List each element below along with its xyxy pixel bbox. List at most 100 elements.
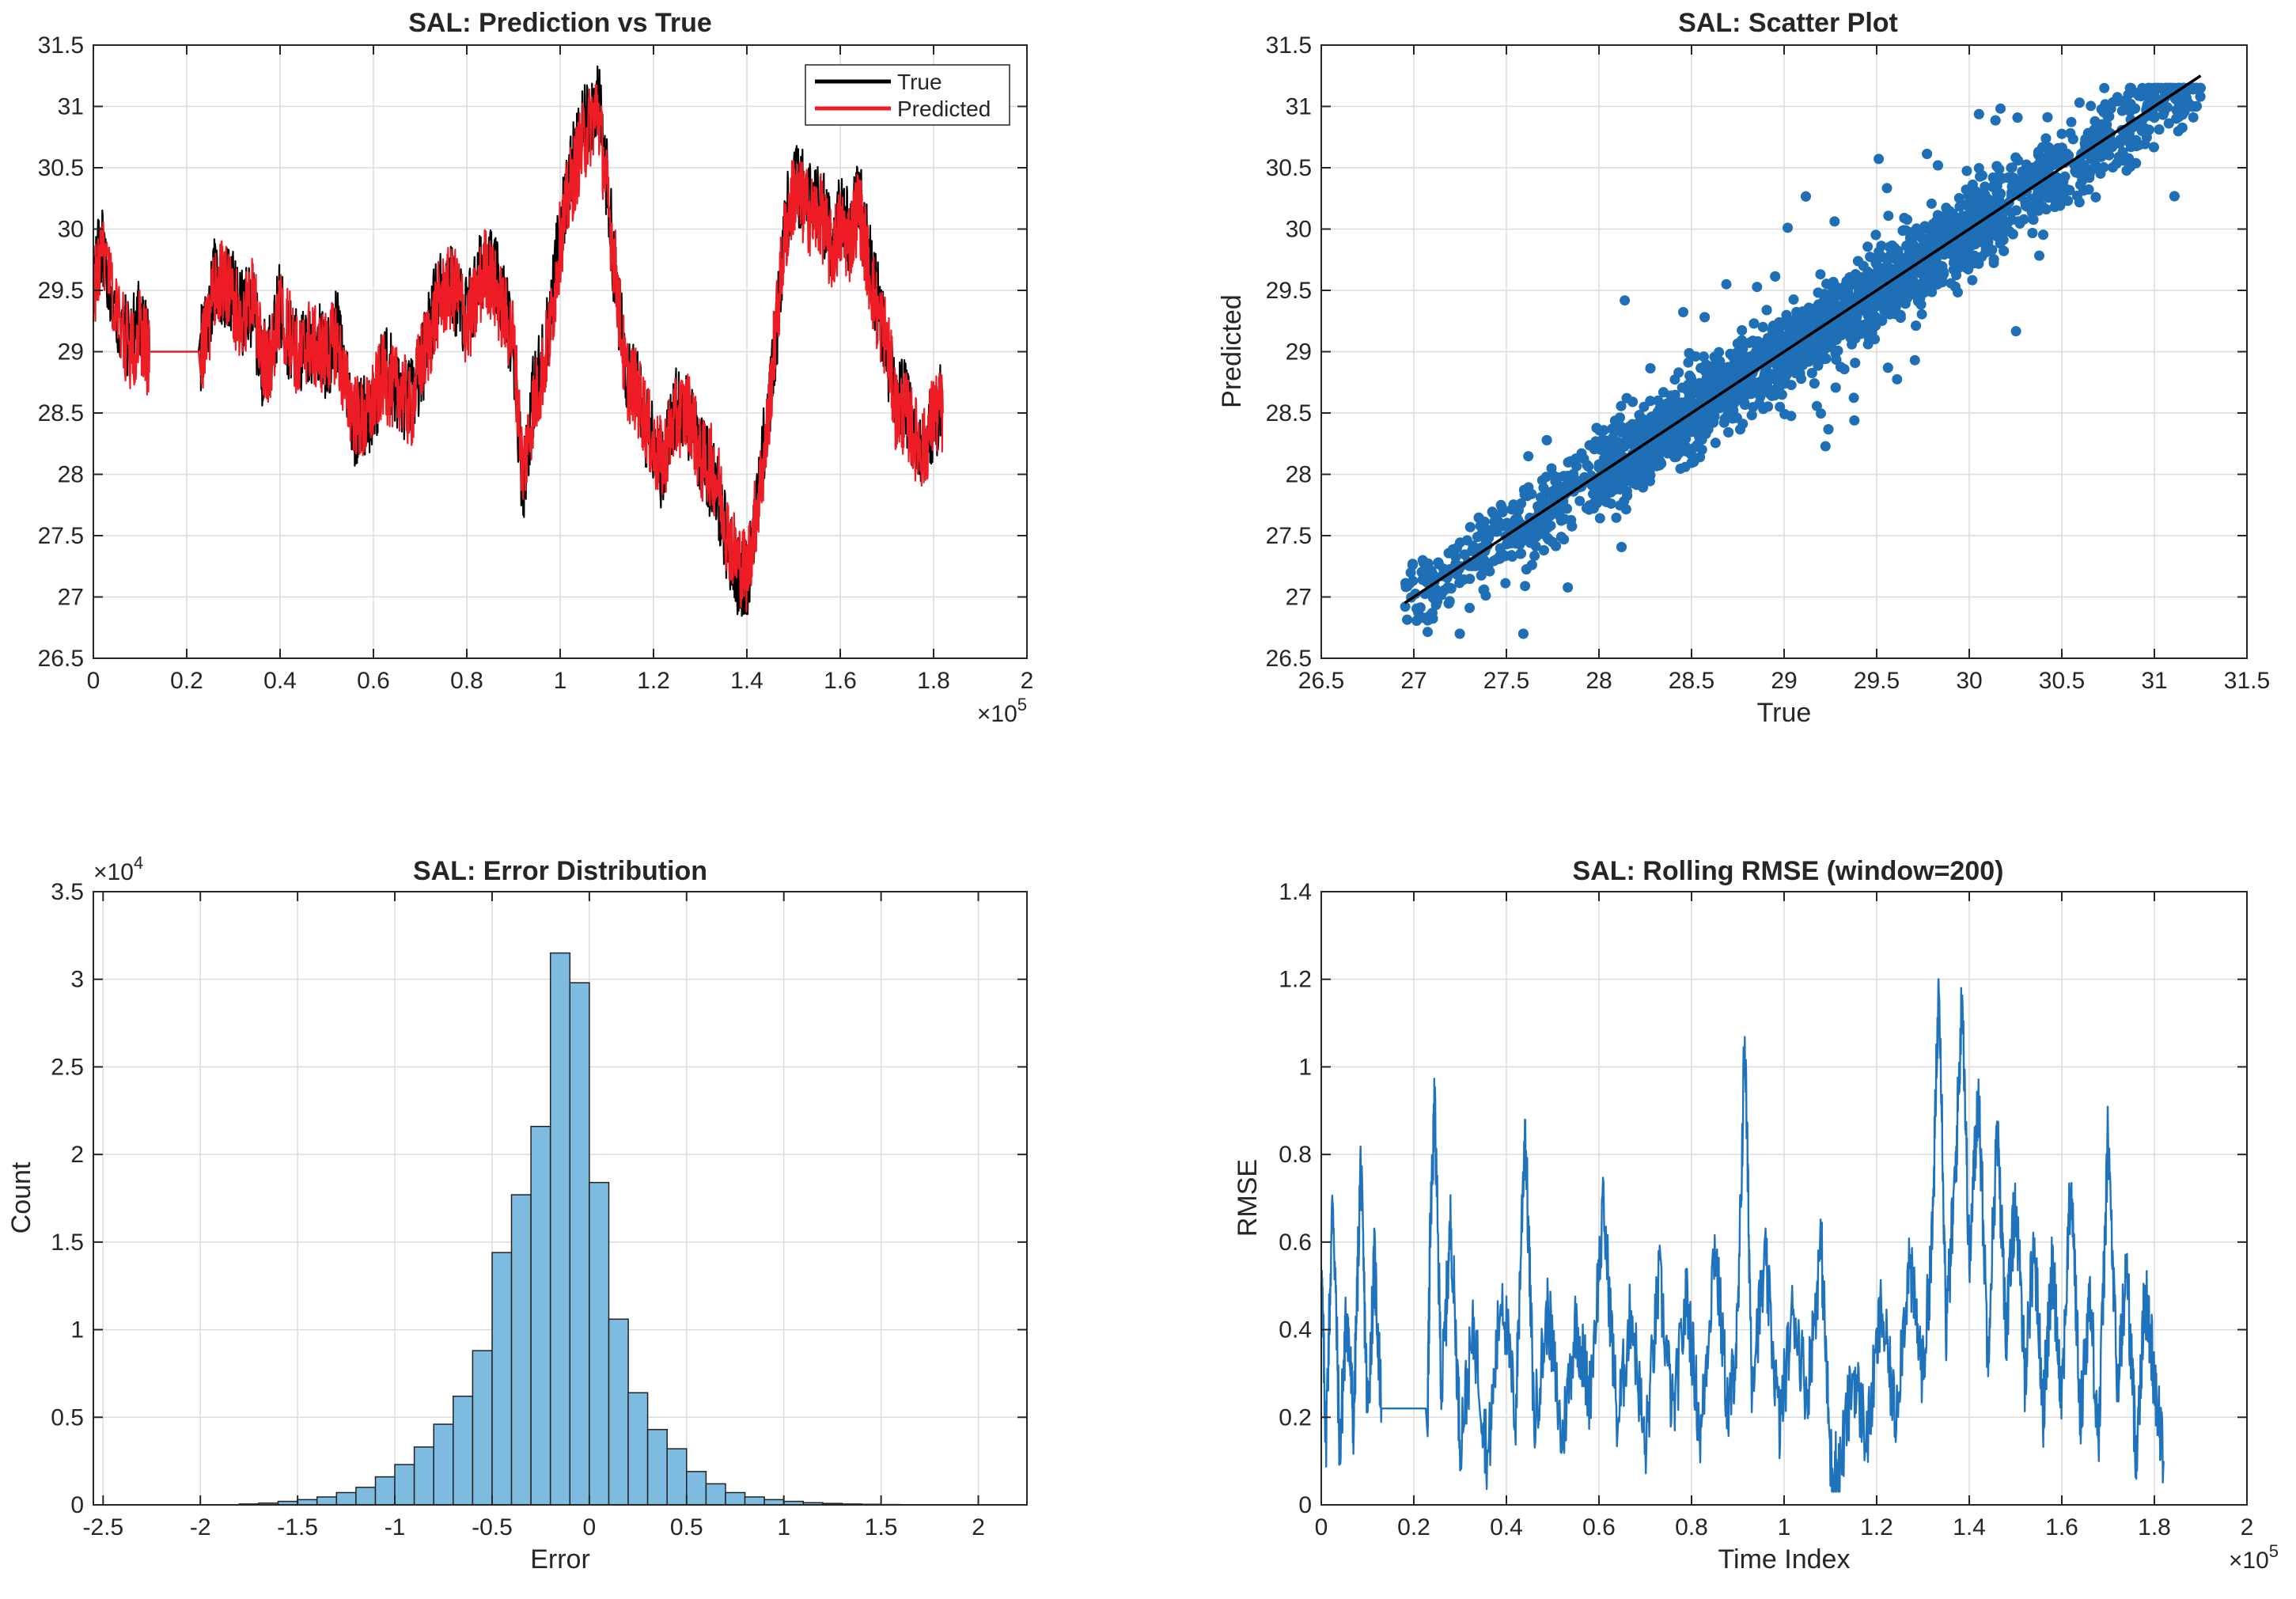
scatter-point xyxy=(1811,400,1822,411)
x-tick-label: -1 xyxy=(385,1514,406,1540)
scatter-point xyxy=(2142,91,2153,101)
scatter-point xyxy=(1847,279,1858,290)
scatter-point xyxy=(1973,108,1984,119)
scatter-point xyxy=(1836,362,1846,373)
scatter-point xyxy=(1464,521,1476,532)
scatter-point xyxy=(2056,128,2067,139)
scatter-point xyxy=(1611,512,1622,523)
scatter-point xyxy=(1926,226,1937,237)
scatter-point xyxy=(1523,451,1534,462)
scatter-point xyxy=(1823,424,1834,435)
scatter-point xyxy=(1911,320,1922,332)
y-tick-label: 29 xyxy=(58,339,84,366)
scatter-point xyxy=(1849,415,1860,426)
scatter-point xyxy=(1400,601,1411,612)
scatter-point xyxy=(1699,424,1709,435)
scatter-point xyxy=(1763,401,1774,412)
scatter-point xyxy=(1620,295,1631,306)
scatter-point xyxy=(2130,103,2141,114)
scatter-point xyxy=(2040,133,2052,144)
scatter-point xyxy=(1563,582,1574,593)
error-distribution-chart: SAL: Error Distribution -2.5 -2 -1.5 -1 -0.5… xyxy=(6,853,1028,1574)
scatter-point xyxy=(1848,324,1859,335)
scatter-point xyxy=(1677,425,1688,436)
y-tick-label: 27.5 xyxy=(38,523,84,549)
scatter-point xyxy=(1536,516,1548,527)
scatter-point xyxy=(1563,483,1574,494)
scatter-point xyxy=(1976,170,1987,181)
histogram-bar xyxy=(744,1496,765,1506)
scatter-point xyxy=(1971,225,1982,237)
x-tick-label: 0.8 xyxy=(1675,1514,1708,1540)
scatter-point xyxy=(2074,97,2085,108)
scatter-point xyxy=(1454,578,1465,589)
histogram-bar xyxy=(413,1446,434,1506)
scatter-point xyxy=(1601,455,1612,466)
x-tick-label: 1 xyxy=(1778,1514,1791,1540)
scatter-point xyxy=(2195,91,2206,102)
scatter-point xyxy=(1594,513,1605,524)
scatter-point xyxy=(1877,252,1889,263)
scatter-point xyxy=(2040,179,2052,190)
scatter-point xyxy=(1848,392,1859,404)
scatter-point xyxy=(1866,326,1877,337)
scatter-point xyxy=(1749,318,1760,329)
y-tick-label: 1.2 xyxy=(1279,967,1312,993)
scatter-point xyxy=(1963,191,1974,202)
scatter-points xyxy=(1400,82,2206,639)
scatter-point xyxy=(1756,350,1767,362)
scatter-point xyxy=(1944,206,1955,217)
scatter-point xyxy=(2018,214,2029,225)
scatter-point xyxy=(1489,516,1500,527)
histogram-bar xyxy=(394,1464,415,1506)
y-tick-label: 0.2 xyxy=(1279,1404,1312,1430)
scatter-point xyxy=(1870,293,1881,304)
scatter-point xyxy=(1727,350,1738,362)
scatter-point xyxy=(1589,498,1599,509)
scatter-point xyxy=(1930,218,1942,229)
scatter-point xyxy=(1628,460,1639,472)
x-tick-label: 27.5 xyxy=(1483,668,1529,694)
scatter-point xyxy=(1402,581,1413,592)
scatter-point xyxy=(1870,229,1881,241)
scatter-point xyxy=(2097,142,2108,153)
x-tick-label: 29.5 xyxy=(1854,668,1900,694)
x-tick-label: 1.4 xyxy=(1953,1514,1986,1540)
scatter-point xyxy=(1949,281,1961,292)
scatter-point xyxy=(2111,158,2122,169)
scatter-point xyxy=(1673,438,1684,449)
scatter-point xyxy=(1645,396,1656,407)
scatter-point xyxy=(1402,614,1413,625)
scatter-point xyxy=(2149,112,2160,123)
scatter-point xyxy=(1627,396,1639,407)
x-tick-label: 1.8 xyxy=(917,668,950,694)
x-tick-label: 1.2 xyxy=(1860,1514,1893,1540)
chart-title: SAL: Prediction vs True xyxy=(408,8,712,38)
scatter-point xyxy=(1990,115,2001,126)
scatter-point xyxy=(1411,616,1423,626)
x-tick-label: 0.2 xyxy=(170,668,203,694)
scatter-point xyxy=(1472,556,1483,567)
chart-title: SAL: Scatter Plot xyxy=(1678,8,1898,38)
scatter-point xyxy=(2006,207,2017,218)
y-tick-label: 26.5 xyxy=(1266,646,1312,672)
identity-line xyxy=(1404,74,2202,604)
scatter-point xyxy=(1699,312,1711,323)
scatter-point xyxy=(1746,410,1757,421)
scatter-point xyxy=(1609,484,1620,495)
y-tick-label: 28.5 xyxy=(38,400,84,426)
chart-title: SAL: Error Distribution xyxy=(413,856,707,886)
histogram-bar xyxy=(608,1318,629,1506)
scatter-point xyxy=(1988,254,1999,265)
scatter-point xyxy=(1601,496,1612,507)
scatter-point xyxy=(1915,299,1927,310)
x-axis-label: Time Index xyxy=(1718,1544,1851,1574)
scatter-point xyxy=(1951,218,1962,229)
y-tick-label: 3.5 xyxy=(51,879,84,905)
x-tick-label: -2.5 xyxy=(82,1514,123,1540)
scatter-point xyxy=(1699,377,1711,388)
x-tick-label: 0 xyxy=(583,1514,597,1540)
y-tick-label: 27.5 xyxy=(1266,523,1312,549)
scatter-point xyxy=(2027,214,2038,225)
